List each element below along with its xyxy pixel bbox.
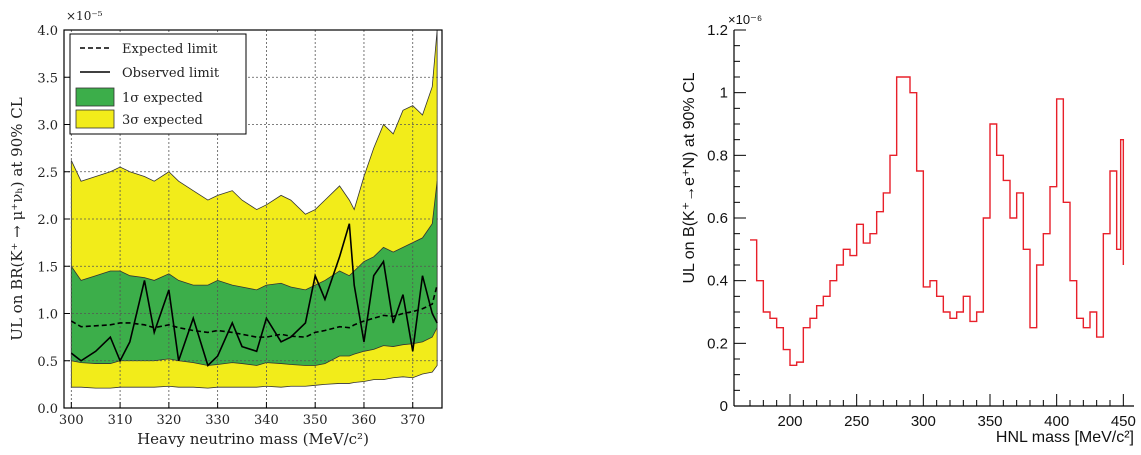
- x-tick-label: 300: [911, 413, 936, 430]
- x-tick-label: 320: [156, 413, 181, 428]
- legend: Expected limit Observed limit 1σ expected 3…: [69, 33, 247, 135]
- y-tick-label: 1.5: [37, 260, 58, 275]
- y-axis-label: UL on B(K⁺→e⁺N) at 90% CL: [681, 72, 698, 283]
- x-tick-label: 400: [1044, 413, 1069, 430]
- x-tick-label: 330: [205, 413, 230, 428]
- x-tick-label: 300: [59, 413, 84, 428]
- y-exponent-label: ×10⁻⁶: [728, 12, 762, 27]
- y-tick-label: 0.6: [707, 210, 728, 227]
- y-tick-label: 0.5: [37, 355, 58, 370]
- legend-label: 1σ expected: [122, 91, 203, 106]
- x-tick-label: 340: [254, 413, 279, 428]
- y-tick-label: 0.2: [707, 335, 728, 352]
- x-tick-label: 370: [400, 413, 425, 428]
- x-tick-label: 250: [844, 413, 869, 430]
- y-tick-label: 0: [720, 398, 728, 415]
- y-tick-label: 2.0: [37, 213, 58, 228]
- y-axis-label: UL on BR(K⁺ → μ⁺νₕ) at 90% CL: [8, 97, 26, 340]
- x-tick-label: 350: [977, 413, 1002, 430]
- y-tick-label: 0.4: [707, 273, 728, 290]
- chart-right-upper-limit-electron: 200 250 300 350 400 450 0 0.2 0.4 0.6 0.8 1 1.2×10⁻⁶…: [681, 12, 1136, 446]
- legend-label: Observed limit: [122, 66, 220, 81]
- y-tick-label: 4.0: [37, 24, 58, 39]
- y-tick-label: 0.8: [707, 147, 728, 164]
- y-exponent-label: ×10⁻⁵: [66, 9, 103, 23]
- y-tick-label: 3.0: [37, 119, 58, 134]
- one-sigma-band: [70, 181, 438, 366]
- chart-left-upper-limit-muon: 300 310 320 330 340 350 360 370 0.0 0.5 1.0 1.5 2.0 2…: [8, 9, 443, 448]
- y-tick-label: 3.5: [37, 71, 58, 86]
- legend-label: 3σ expected: [122, 113, 203, 128]
- x-tick-label: 350: [303, 413, 328, 428]
- legend-swatch-three-sigma: [75, 109, 115, 129]
- legend-swatch-one-sigma: [75, 87, 115, 107]
- y-tick-label: 2.5: [37, 166, 58, 181]
- y-tick-label: 1: [720, 85, 728, 102]
- x-axis-label: HNL mass [MeV/c²]: [996, 429, 1134, 446]
- upper-limit-line: [750, 76, 1125, 366]
- x-axis-label: Heavy neutrino mass (MeV/c²): [137, 430, 369, 448]
- x-tick-label: 200: [777, 413, 802, 430]
- expected-limit-line: [70, 284, 438, 338]
- y-tick-label: 1.2: [707, 22, 728, 39]
- x-tick-label: 450: [1111, 413, 1136, 430]
- x-tick-label: 310: [108, 413, 133, 428]
- legend-label: Expected limit: [122, 42, 218, 57]
- x-tick-label: 360: [352, 413, 377, 428]
- y-tick-label: 0.0: [37, 402, 58, 417]
- observed-limit-line: [70, 223, 438, 367]
- chart1-plot-area: [64, 30, 442, 408]
- y-tick-label: 1.0: [37, 308, 58, 323]
